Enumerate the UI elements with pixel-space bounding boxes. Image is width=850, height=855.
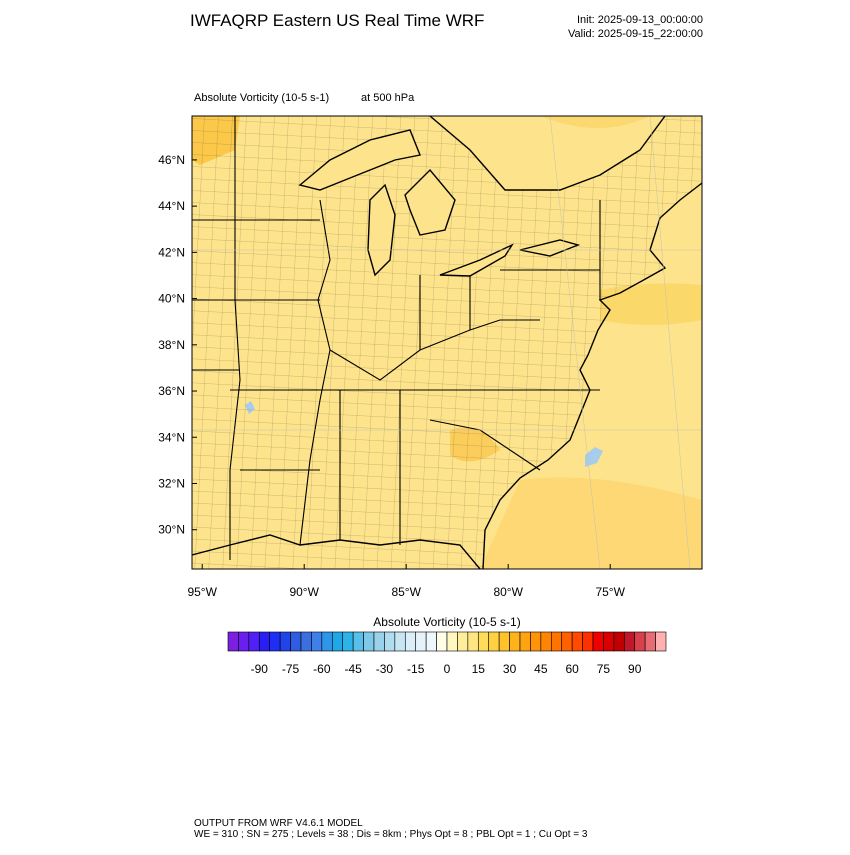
- graticule: [192, 116, 702, 569]
- colorbar-swatch: [467, 631, 479, 652]
- colorbar-swatch: [384, 631, 396, 652]
- colorbar-swatch: [634, 631, 646, 652]
- colorbar-label: 75: [597, 662, 611, 676]
- colorbar-label: 0: [444, 662, 451, 676]
- colorbar-swatch: [519, 631, 531, 652]
- footer-line: WE = 310 ; SN = 275 ; Levels = 38 ; Dis …: [194, 829, 588, 840]
- colorbar-swatch: [530, 631, 542, 652]
- colorbar-label: -15: [407, 662, 425, 676]
- colorbar-swatch: [603, 631, 615, 652]
- colorbar-swatch: [342, 631, 354, 652]
- colorbar-swatch: [592, 631, 604, 652]
- colorbar-swatch: [373, 631, 385, 652]
- colorbar-swatch: [352, 631, 364, 652]
- field-name: Absolute Vorticity (10-5 s-1): [194, 92, 329, 104]
- colorbar-swatch: [582, 631, 594, 652]
- colorbar-swatch: [436, 631, 448, 652]
- colorbar-label: 15: [472, 662, 486, 676]
- lat-label: 30°N: [158, 523, 185, 537]
- lat-label: 42°N: [158, 245, 185, 259]
- colorbar-swatch: [457, 631, 469, 652]
- colorbar-swatch: [311, 631, 323, 652]
- colorbar-swatch: [425, 631, 437, 652]
- lat-label: 36°N: [158, 384, 185, 398]
- colorbar-label: 90: [628, 662, 642, 676]
- lon-label: 80°W: [493, 585, 523, 599]
- colorbar-swatch: [258, 631, 271, 652]
- map-frame: [191, 115, 703, 570]
- lat-label: 34°N: [158, 430, 185, 444]
- colorbar-swatch: [415, 631, 427, 652]
- lon-label: 85°W: [391, 585, 421, 599]
- colorbar-label: -30: [376, 662, 394, 676]
- shade: [480, 477, 702, 569]
- colorbar-swatch: [269, 631, 281, 652]
- colorbar-label: -45: [344, 662, 362, 676]
- colorbar-label: 30: [503, 662, 517, 676]
- colorbar-swatch: [550, 631, 563, 652]
- colorbar-swatch: [571, 631, 583, 652]
- lon-label: 75°W: [595, 585, 625, 599]
- state-lines: [192, 116, 601, 560]
- colorbar-swatch: [509, 631, 521, 652]
- colorbar-label: -75: [282, 662, 300, 676]
- colorbar-swatch: [290, 631, 302, 652]
- colorbar-swatch: [644, 631, 656, 652]
- lat-label: 44°N: [158, 199, 185, 213]
- colorbar-swatch: [227, 631, 239, 652]
- lat-label: 32°N: [158, 476, 185, 490]
- init-time: Init: 2025-09-13_00:00:00: [577, 14, 703, 26]
- shade: [540, 116, 650, 128]
- lat-label: 46°N: [158, 153, 185, 167]
- colorbar: -90 -75 -60 -45 -30 -15 0 15 30 45 60 75 90: [227, 631, 667, 676]
- colorbar-swatch: [363, 631, 375, 652]
- colorbar-label: -90: [251, 662, 269, 676]
- colorbar-swatch: [279, 631, 291, 652]
- colorbar-swatch: [238, 631, 250, 652]
- colorbar-swatch: [248, 631, 260, 652]
- shade: [585, 447, 603, 467]
- valid-time: Valid: 2025-09-15_22:00:00: [568, 28, 703, 40]
- lat-label: 38°N: [158, 338, 185, 352]
- lakes: [298, 129, 581, 277]
- lon-label: 95°W: [187, 585, 217, 599]
- colorbar-label: 60: [565, 662, 579, 676]
- colorbar-swatch: [623, 631, 636, 652]
- colorbar-swatch: [613, 631, 625, 652]
- county-lines: [192, 116, 702, 569]
- colorbar-swatch: [488, 631, 500, 652]
- lon-label: 90°W: [289, 585, 319, 599]
- colorbar-swatch: [300, 631, 312, 652]
- colorbar-title: Absolute Vorticity (10-5 s-1): [373, 615, 520, 629]
- colorbar-label: 45: [534, 662, 548, 676]
- title: IWFAQRP Eastern US Real Time WRF: [190, 11, 484, 30]
- map-area: [192, 116, 702, 569]
- colorbar-swatch: [540, 631, 552, 652]
- colorbar-swatch: [404, 631, 417, 652]
- colorbar-swatch: [394, 631, 406, 652]
- colorbar-swatch: [561, 631, 573, 652]
- colorbar-swatch: [655, 631, 667, 652]
- lat-label: 40°N: [158, 292, 185, 306]
- colorbar-label: -60: [313, 662, 331, 676]
- colorbar-swatch: [321, 631, 333, 652]
- colorbar-swatch: [477, 631, 490, 652]
- footer-line: OUTPUT FROM WRF V4.6.1 MODEL: [194, 818, 363, 829]
- colorbar-swatch: [331, 631, 344, 652]
- shade: [600, 283, 702, 325]
- colorbar-swatch: [446, 631, 458, 652]
- level-name: at 500 hPa: [361, 92, 415, 104]
- colorbar-swatch: [498, 631, 510, 652]
